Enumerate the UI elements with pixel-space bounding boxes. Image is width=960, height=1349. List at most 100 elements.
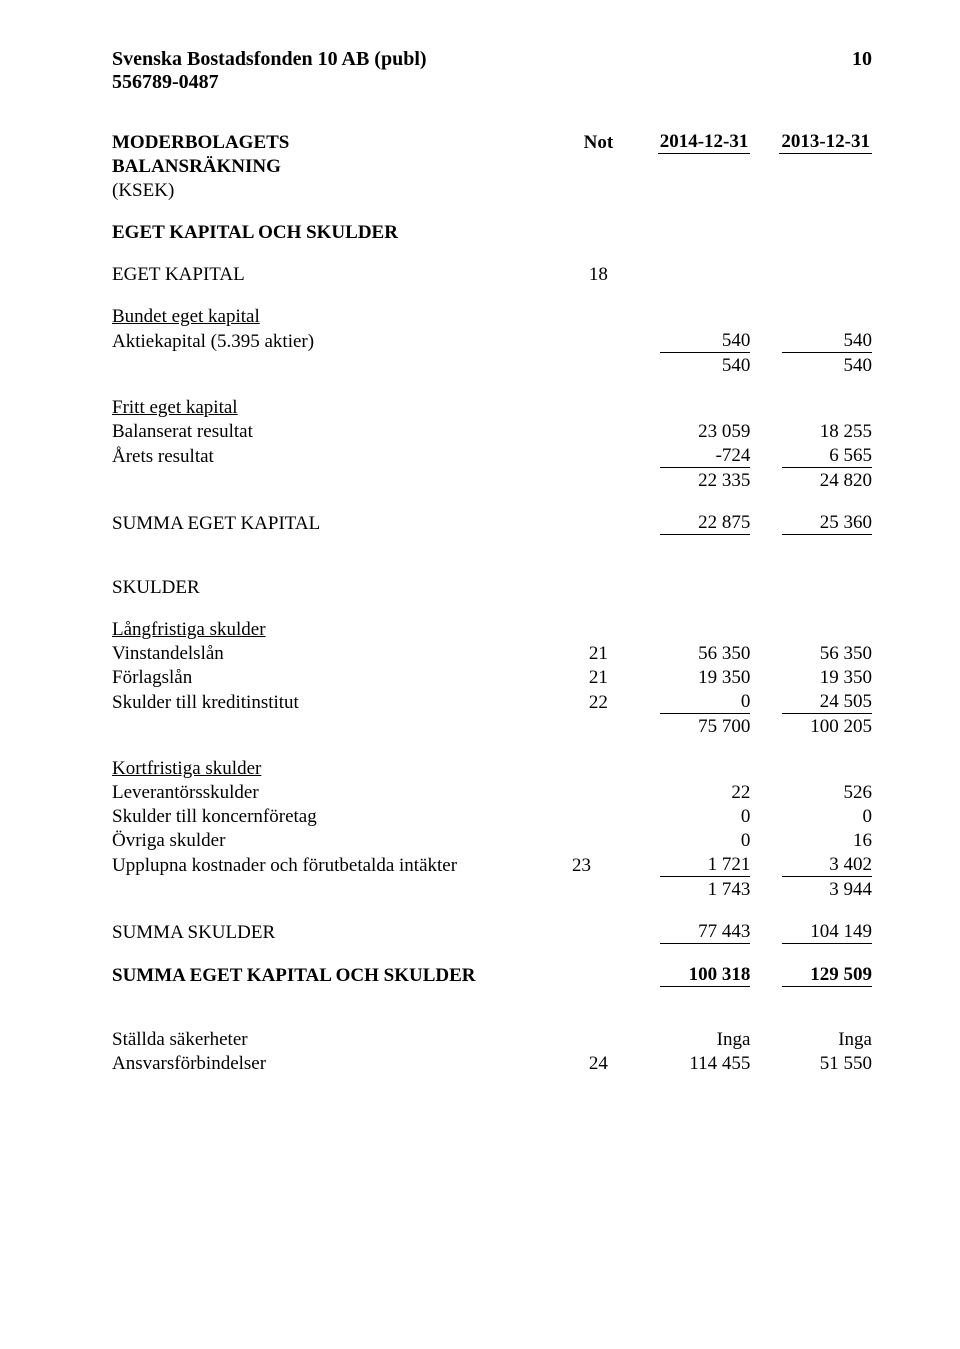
- stallda-label: Ställda säkerheter: [112, 1028, 568, 1052]
- forlagslan-v2: 19 350: [750, 666, 872, 690]
- ovriga-v1: 0: [629, 829, 751, 853]
- arets-v2: 6 565: [782, 445, 872, 468]
- aktiekapital-row: Aktiekapital (5.395 aktier) 540 540: [112, 329, 872, 354]
- summa-skulder-row: SUMMA SKULDER 77 443 104 149: [112, 920, 872, 945]
- leverantors-label: Leverantörsskulder: [112, 781, 568, 805]
- eget-kapital-label: EGET KAPITAL: [112, 263, 568, 287]
- balanserat-v1: 23 059: [629, 420, 751, 444]
- langfristiga-subtotal-v2: 100 205: [750, 715, 872, 739]
- leverantors-row: Leverantörsskulder 22 526: [112, 781, 872, 805]
- langfristiga-title: Långfristiga skulder: [112, 619, 266, 640]
- arets-row: Årets resultat -724 6 565: [112, 444, 872, 469]
- upplupna-v2: 3 402: [782, 854, 872, 877]
- balance-table: MODERBOLAGETS Not 2014-12-31 2013-12-31 …: [112, 130, 872, 1076]
- summa-skulder-v1: 77 443: [660, 921, 750, 944]
- upplupna-note: 23: [568, 853, 629, 878]
- bundet-subtotal-v1: 540: [629, 354, 751, 378]
- fritt-subtotal-v2: 24 820: [750, 469, 872, 493]
- stallda-v1: Inga: [629, 1028, 751, 1052]
- company-name: Svenska Bostadsfonden 10 AB (publ): [112, 48, 427, 71]
- kreditinstitut-label: Skulder till kreditinstitut: [112, 690, 568, 715]
- section-title-2: BALANSRÄKNING: [112, 155, 568, 179]
- balanserat-label: Balanserat resultat: [112, 420, 568, 444]
- kreditinstitut-v1: 0: [660, 691, 750, 714]
- summa-eget-skulder-row: SUMMA EGET KAPITAL OCH SKULDER 100 318 1…: [112, 963, 872, 988]
- eget-kapital-row: EGET KAPITAL 18: [112, 263, 872, 287]
- kortfristiga-subtotal-v1: 1 743: [629, 878, 751, 902]
- bundet-subtotal-v2: 540: [750, 354, 872, 378]
- summa-eget-label: SUMMA EGET KAPITAL: [112, 511, 568, 536]
- ansvars-v1: 114 455: [629, 1052, 751, 1076]
- summa-eget-v2: 25 360: [782, 512, 872, 535]
- col1-header: 2014-12-31: [658, 131, 751, 154]
- langfristiga-subtotal-row: 75 700 100 205: [112, 715, 872, 739]
- vinstandelslan-label: Vinstandelslån: [112, 642, 568, 666]
- fritt-subtotal-v1: 22 335: [629, 469, 751, 493]
- section-title-3: (KSEK): [112, 179, 568, 203]
- skulder-title-row: SKULDER: [112, 576, 872, 600]
- kortfristiga-title: Kortfristiga skulder: [112, 758, 261, 779]
- col2-header: 2013-12-31: [779, 131, 872, 154]
- page: Svenska Bostadsfonden 10 AB (publ) 55678…: [0, 0, 960, 1349]
- org-number: 556789-0487: [112, 71, 427, 94]
- kreditinstitut-row: Skulder till kreditinstitut 22 0 24 505: [112, 690, 872, 715]
- stallda-v2: Inga: [750, 1028, 872, 1052]
- fritt-subtotal-row: 22 335 24 820: [112, 469, 872, 493]
- koncern-v2: 0: [750, 805, 872, 829]
- koncern-row: Skulder till koncernföretag 0 0: [112, 805, 872, 829]
- aktiekapital-v2: 540: [782, 330, 872, 353]
- summa-eget-v1: 22 875: [660, 512, 750, 535]
- kortfristiga-title-row: Kortfristiga skulder: [112, 757, 872, 781]
- upplupna-v1: 1 721: [660, 854, 750, 877]
- summa-skulder-label: SUMMA SKULDER: [112, 920, 568, 945]
- summa-eget-skulder-v2: 129 509: [782, 964, 872, 987]
- leverantors-v2: 526: [750, 781, 872, 805]
- aktiekapital-v1: 540: [660, 330, 750, 353]
- arets-label: Årets resultat: [112, 444, 568, 469]
- page-header: Svenska Bostadsfonden 10 AB (publ) 55678…: [112, 48, 872, 94]
- arets-v1: -724: [660, 445, 750, 468]
- langfristiga-subtotal-v1: 75 700: [629, 715, 751, 739]
- ovriga-v2: 16: [750, 829, 872, 853]
- fritt-title-row: Fritt eget kapital: [112, 396, 872, 420]
- upplupna-label: Upplupna kostnader och förutbetalda intä…: [112, 853, 568, 878]
- ansvars-note: 24: [568, 1052, 629, 1076]
- langfristiga-title-row: Långfristiga skulder: [112, 618, 872, 642]
- ansvars-label: Ansvarsförbindelser: [112, 1052, 568, 1076]
- table-title-row-3: (KSEK): [112, 179, 872, 203]
- vinstandelslan-v2: 56 350: [750, 642, 872, 666]
- balanserat-v2: 18 255: [750, 420, 872, 444]
- header-left: Svenska Bostadsfonden 10 AB (publ) 55678…: [112, 48, 427, 94]
- ansvars-v2: 51 550: [750, 1052, 872, 1076]
- bundet-title-row: Bundet eget kapital: [112, 305, 872, 329]
- bundet-subtotal-row: 540 540: [112, 354, 872, 378]
- forlagslan-row: Förlagslån 21 19 350 19 350: [112, 666, 872, 690]
- note-header: Not: [584, 132, 614, 153]
- bundet-title: Bundet eget kapital: [112, 306, 260, 327]
- ovriga-row: Övriga skulder 0 16: [112, 829, 872, 853]
- koncern-label: Skulder till koncernföretag: [112, 805, 568, 829]
- summa-eget-row: SUMMA EGET KAPITAL 22 875 25 360: [112, 511, 872, 536]
- page-number: 10: [852, 48, 872, 71]
- kortfristiga-subtotal-v2: 3 944: [750, 878, 872, 902]
- koncern-v1: 0: [629, 805, 751, 829]
- fritt-title: Fritt eget kapital: [112, 397, 238, 418]
- kreditinstitut-v2: 24 505: [782, 691, 872, 714]
- ansvars-row: Ansvarsförbindelser 24 114 455 51 550: [112, 1052, 872, 1076]
- vinstandelslan-v1: 56 350: [629, 642, 751, 666]
- balanserat-row: Balanserat resultat 23 059 18 255: [112, 420, 872, 444]
- equity-title-row: EGET KAPITAL OCH SKULDER: [112, 221, 872, 245]
- vinstandelslan-note: 21: [568, 642, 629, 666]
- skulder-title: SKULDER: [112, 576, 568, 600]
- table-title-row-2: BALANSRÄKNING: [112, 155, 872, 179]
- forlagslan-note: 21: [568, 666, 629, 690]
- table-title-row: MODERBOLAGETS Not 2014-12-31 2013-12-31: [112, 130, 872, 155]
- ovriga-label: Övriga skulder: [112, 829, 568, 853]
- upplupna-row: Upplupna kostnader och förutbetalda intä…: [112, 853, 872, 878]
- aktiekapital-label: Aktiekapital (5.395 aktier): [112, 329, 568, 354]
- stallda-row: Ställda säkerheter Inga Inga: [112, 1028, 872, 1052]
- equity-title: EGET KAPITAL OCH SKULDER: [112, 221, 568, 245]
- kreditinstitut-note: 22: [568, 690, 629, 715]
- forlagslan-label: Förlagslån: [112, 666, 568, 690]
- kortfristiga-subtotal-row: 1 743 3 944: [112, 878, 872, 902]
